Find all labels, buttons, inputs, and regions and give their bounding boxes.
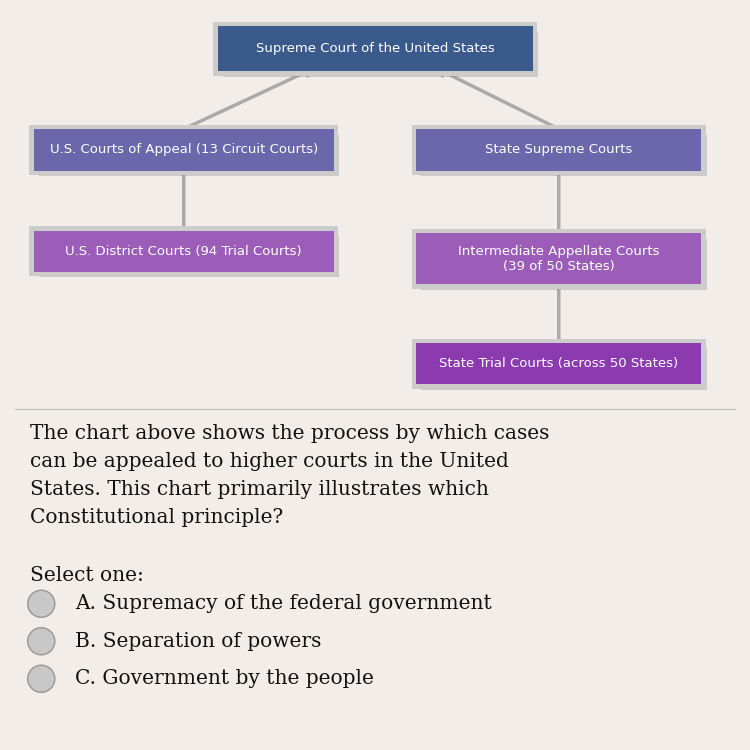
FancyBboxPatch shape: [412, 229, 706, 289]
FancyBboxPatch shape: [213, 22, 537, 76]
Text: The chart above shows the process by which cases
can be appealed to higher court: The chart above shows the process by whi…: [30, 424, 549, 526]
FancyBboxPatch shape: [416, 233, 701, 284]
Text: B. Separation of powers: B. Separation of powers: [75, 632, 321, 651]
FancyBboxPatch shape: [422, 348, 706, 390]
FancyBboxPatch shape: [34, 129, 334, 171]
Circle shape: [28, 628, 55, 655]
Text: U.S. District Courts (94 Trial Courts): U.S. District Courts (94 Trial Courts): [65, 244, 302, 258]
Text: Intermediate Appellate Courts
(39 of 50 States): Intermediate Appellate Courts (39 of 50 …: [458, 244, 659, 273]
FancyBboxPatch shape: [34, 230, 334, 272]
FancyBboxPatch shape: [29, 124, 338, 176]
FancyBboxPatch shape: [29, 226, 338, 276]
Text: Supreme Court of the United States: Supreme Court of the United States: [256, 42, 494, 56]
Text: State Supreme Courts: State Supreme Courts: [485, 143, 632, 157]
FancyBboxPatch shape: [422, 134, 706, 176]
FancyBboxPatch shape: [422, 238, 706, 290]
Text: C. Government by the people: C. Government by the people: [75, 669, 374, 688]
Text: Select one:: Select one:: [30, 566, 144, 585]
FancyBboxPatch shape: [412, 124, 706, 176]
Text: U.S. Courts of Appeal (13 Circuit Courts): U.S. Courts of Appeal (13 Circuit Courts…: [50, 143, 318, 157]
FancyBboxPatch shape: [223, 32, 538, 76]
Text: A. Supremacy of the federal government: A. Supremacy of the federal government: [75, 594, 492, 613]
FancyBboxPatch shape: [39, 236, 339, 277]
FancyBboxPatch shape: [416, 129, 701, 171]
Circle shape: [28, 590, 55, 617]
FancyBboxPatch shape: [416, 344, 701, 384]
Text: State Trial Courts (across 50 States): State Trial Courts (across 50 States): [440, 357, 678, 370]
FancyBboxPatch shape: [412, 339, 706, 388]
FancyBboxPatch shape: [39, 134, 339, 176]
FancyBboxPatch shape: [217, 26, 532, 71]
Circle shape: [28, 665, 55, 692]
